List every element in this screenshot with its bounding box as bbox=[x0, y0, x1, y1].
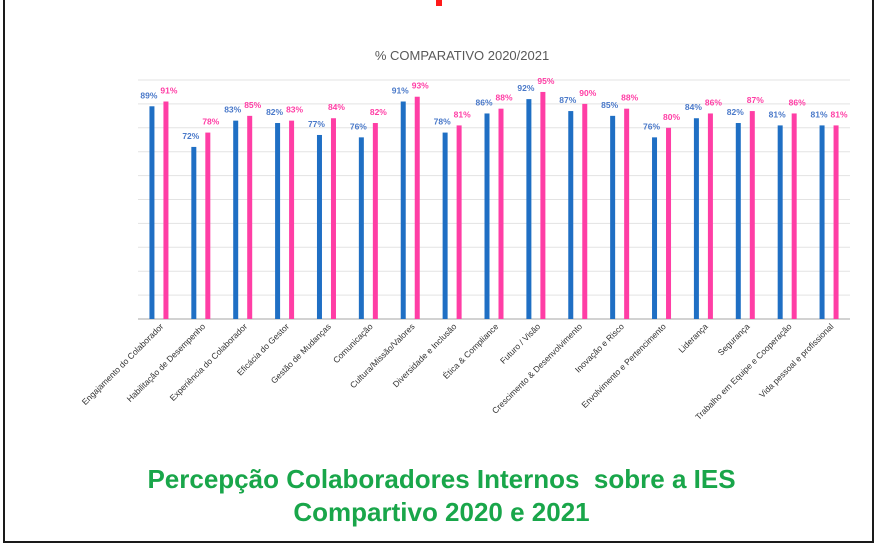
bar-2021 bbox=[330, 118, 336, 320]
bar-2020 bbox=[693, 118, 699, 320]
value-label-2021: 82% bbox=[370, 107, 387, 117]
bar-2021 bbox=[414, 96, 420, 319]
bar-2021 bbox=[372, 123, 378, 320]
value-label-2020: 87% bbox=[559, 95, 576, 105]
bar-2021 bbox=[707, 113, 713, 320]
bar-2021 bbox=[205, 132, 211, 319]
value-label-2020: 89% bbox=[140, 90, 157, 100]
value-label-2021: 81% bbox=[831, 109, 848, 119]
value-label-2020: 91% bbox=[392, 86, 409, 96]
bar-2020 bbox=[777, 125, 783, 319]
value-label-2021: 84% bbox=[328, 102, 345, 112]
bar-2020 bbox=[400, 101, 406, 319]
category-label: Vida pessoal e profissional bbox=[757, 321, 836, 400]
value-label-2021: 88% bbox=[621, 93, 638, 103]
value-label-2021: 90% bbox=[579, 88, 596, 98]
value-label-2021: 80% bbox=[663, 112, 680, 122]
value-label-2020: 83% bbox=[224, 105, 241, 115]
value-label-2021: 87% bbox=[747, 95, 764, 105]
bar-2020 bbox=[819, 125, 825, 319]
value-label-2020: 77% bbox=[308, 119, 325, 129]
value-label-2020: 81% bbox=[811, 109, 828, 119]
bar-2021 bbox=[666, 127, 672, 319]
category-label: Envolvimento e Pertencimento bbox=[579, 321, 668, 410]
bar-2020 bbox=[316, 134, 322, 319]
value-label-2021: 83% bbox=[286, 105, 303, 115]
chart-title: % COMPARATIVO 2020/2021 bbox=[375, 48, 549, 63]
bar-2020 bbox=[358, 137, 364, 319]
category-label: Crescimento & Desenvolvimento bbox=[490, 321, 584, 415]
value-label-2020: 86% bbox=[475, 97, 492, 107]
bar-2020 bbox=[149, 106, 155, 319]
category-label: Engajamento do Colaborador bbox=[80, 321, 166, 407]
bar-2021 bbox=[624, 108, 630, 320]
bar-2021 bbox=[456, 125, 462, 319]
bar-2021 bbox=[498, 108, 504, 320]
bar-2021 bbox=[289, 120, 295, 319]
slide-caption: Percepção Colaboradores Internos sobre a… bbox=[0, 463, 883, 529]
category-label: Comunicação bbox=[331, 321, 375, 365]
value-label-2021: 95% bbox=[537, 76, 554, 86]
caption-line-2: Compartivo 2020 e 2021 bbox=[293, 497, 590, 527]
category-label: Habilitação de Desempenho bbox=[125, 321, 208, 404]
gridlines bbox=[138, 79, 850, 320]
bar-2020 bbox=[735, 123, 741, 320]
category-label: Futuro / Visão bbox=[498, 321, 543, 366]
value-label-2020: 76% bbox=[350, 121, 367, 131]
top-accent-mark bbox=[436, 0, 442, 6]
category-label: Segurança bbox=[716, 321, 752, 357]
bars bbox=[149, 91, 839, 320]
bar-2020 bbox=[233, 120, 239, 319]
bar-2021 bbox=[833, 125, 839, 319]
caption-line-1: Percepção Colaboradores Internos sobre a… bbox=[147, 464, 736, 494]
bar-2020 bbox=[442, 132, 448, 319]
value-label-2021: 88% bbox=[495, 93, 512, 103]
value-label-2021: 81% bbox=[454, 109, 471, 119]
bar-2021 bbox=[582, 103, 588, 320]
value-label-2020: 72% bbox=[182, 131, 199, 141]
category-label: Liderança bbox=[676, 321, 710, 355]
bar-chart: % COMPARATIVO 2020/2021 89% 91%72%78%83% 8… bbox=[80, 48, 850, 422]
bar-2020 bbox=[191, 146, 197, 319]
value-label-2020: 84% bbox=[685, 102, 702, 112]
bar-2020 bbox=[610, 115, 616, 319]
bar-2021 bbox=[749, 111, 755, 319]
bar-2020 bbox=[652, 137, 658, 319]
value-labels: 89% 91%72%78%83% 85%82% 83%77%84%76%82%91% 9… bbox=[140, 76, 848, 141]
bar-2020 bbox=[275, 123, 281, 320]
category-label: Experiência do Colaborador bbox=[168, 321, 250, 403]
value-label-2021: 93% bbox=[412, 81, 429, 91]
value-label-2021: 86% bbox=[789, 97, 806, 107]
value-label-2021: 78% bbox=[202, 117, 219, 127]
value-label-2020: 85% bbox=[601, 100, 618, 110]
bar-2021 bbox=[791, 113, 797, 320]
value-label-2021: 91% bbox=[160, 86, 177, 96]
value-label-2021: 86% bbox=[705, 97, 722, 107]
value-label-2021: 85% bbox=[244, 100, 261, 110]
bar-2021 bbox=[540, 91, 546, 319]
bar-2020 bbox=[526, 99, 532, 320]
value-label-2020: 92% bbox=[517, 83, 534, 93]
bar-2021 bbox=[163, 101, 169, 319]
value-label-2020: 76% bbox=[643, 121, 660, 131]
value-label-2020: 81% bbox=[769, 109, 786, 119]
value-label-2020: 78% bbox=[434, 117, 451, 127]
bar-2021 bbox=[247, 115, 253, 319]
value-label-2020: 82% bbox=[266, 107, 283, 117]
bar-2020 bbox=[568, 111, 574, 319]
value-label-2020: 82% bbox=[727, 107, 744, 117]
bar-2020 bbox=[484, 113, 490, 320]
